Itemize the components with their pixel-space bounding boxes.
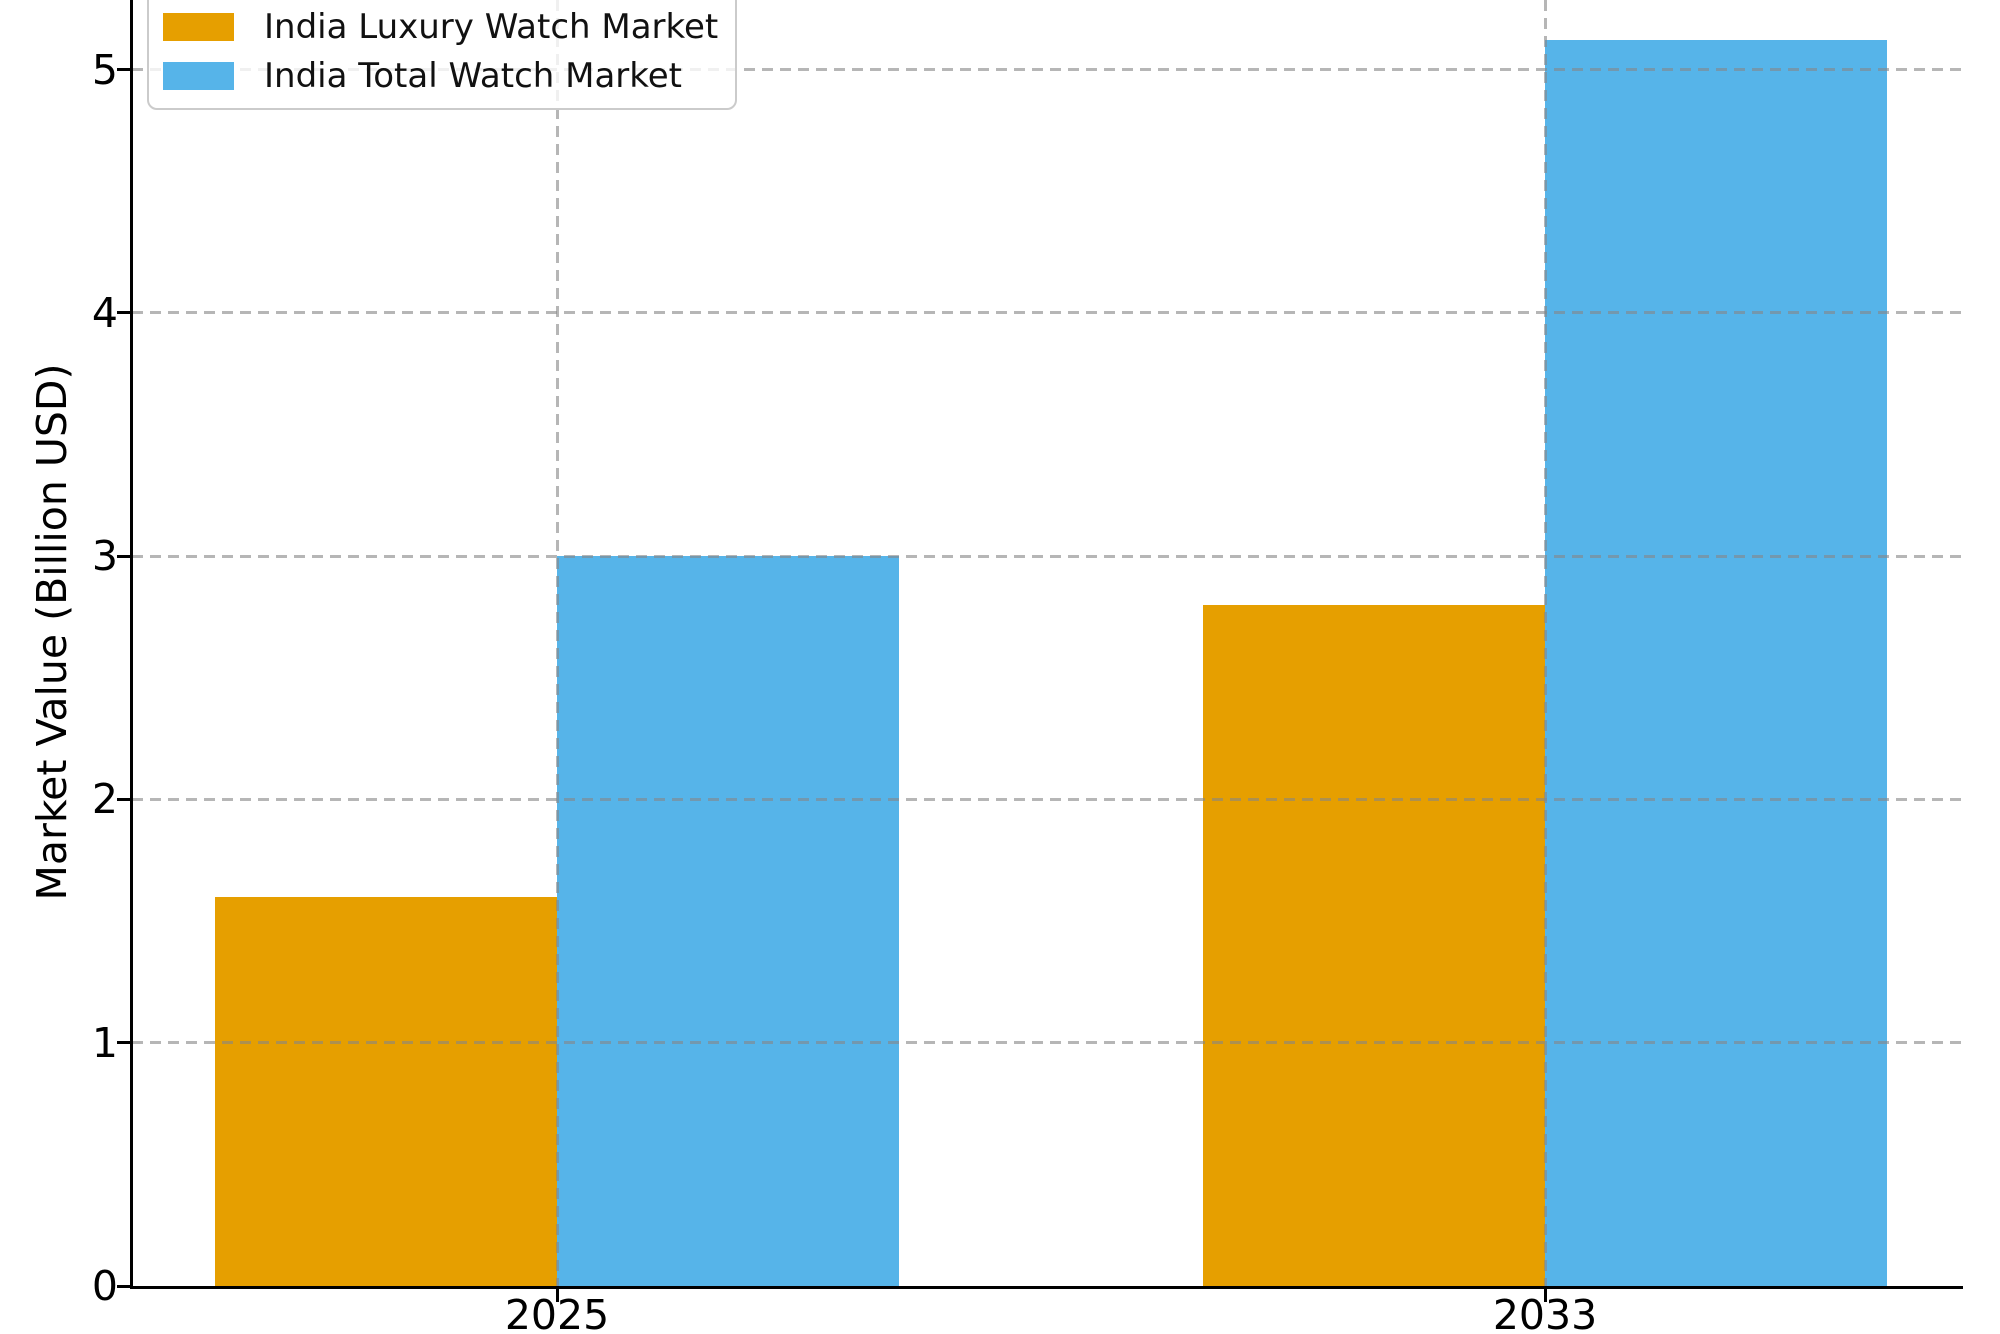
y-tick-1 — [117, 1041, 131, 1045]
bar-2025-india-luxury-watch-market — [215, 896, 557, 1286]
y-tick-2 — [117, 797, 131, 801]
legend-label-luxury: India Luxury Watch Market — [264, 6, 719, 47]
y-tick-label-3: 3 — [91, 532, 118, 581]
y-tick-label-0: 0 — [91, 1262, 118, 1310]
legend-label-total: India Total Watch Market — [264, 55, 682, 96]
legend: India Luxury Watch Market India Total Wa… — [147, 0, 737, 110]
y-tick-label-5: 5 — [91, 45, 118, 94]
bar-2033-india-total-watch-market — [1545, 40, 1887, 1286]
y-tick-label-1: 1 — [91, 1018, 118, 1067]
legend-item-luxury: India Luxury Watch Market — [149, 2, 735, 51]
y-tick-0 — [117, 1284, 131, 1288]
x-tick-label-2025: 2025 — [504, 1291, 610, 1334]
x-axis-line — [130, 1286, 1963, 1289]
y-axis-line — [130, 0, 133, 1289]
y-tick-5 — [117, 68, 131, 71]
x-tick-2033 — [1543, 1289, 1547, 1302]
y-tick-4 — [117, 311, 131, 315]
x-tick-2025 — [555, 1289, 559, 1302]
y-tick-label-4: 4 — [91, 288, 118, 337]
legend-swatch-luxury — [163, 12, 234, 41]
bar-2025-india-total-watch-market — [557, 556, 899, 1286]
y-tick-3 — [117, 554, 131, 558]
legend-item-total: India Total Watch Market — [149, 51, 735, 100]
legend-swatch-total — [163, 61, 234, 90]
bar-2033-india-luxury-watch-market — [1203, 604, 1545, 1286]
x-tick-label-2033: 2033 — [1492, 1291, 1598, 1334]
y-tick-label-2: 2 — [91, 775, 118, 824]
